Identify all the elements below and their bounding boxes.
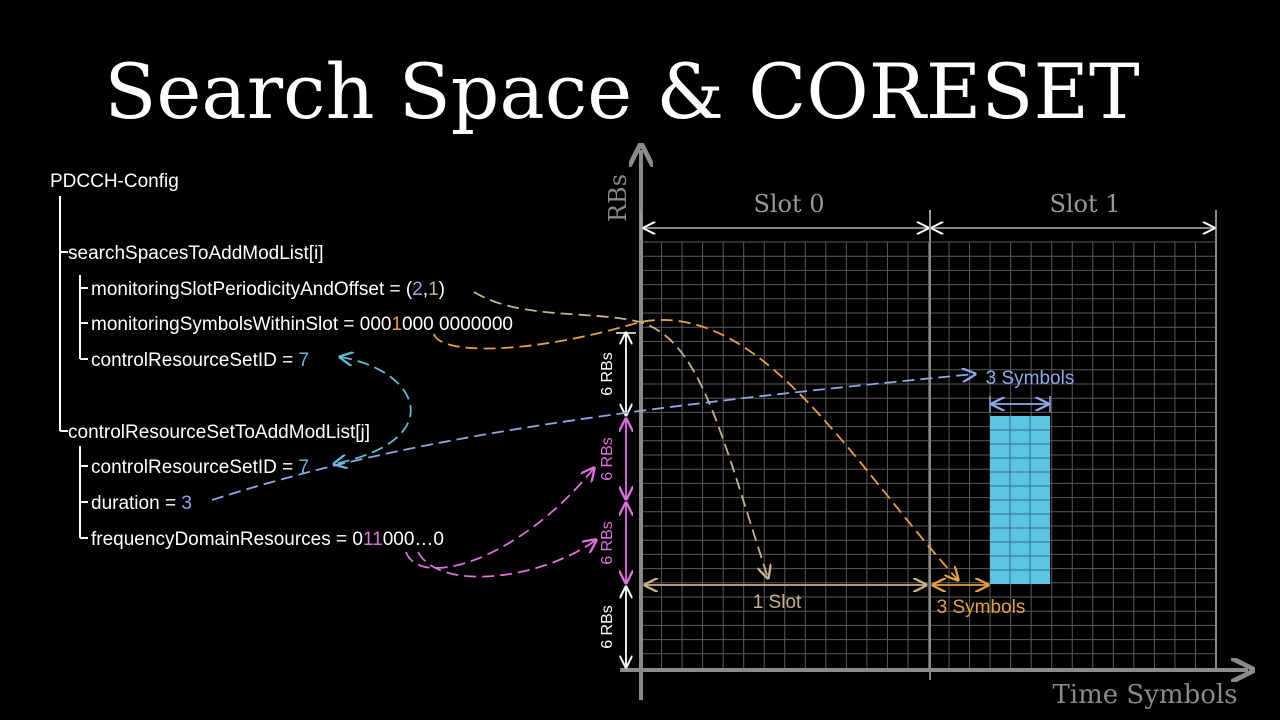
coresets-label: controlResourceSetToAddModList[j]: [68, 422, 370, 443]
monitoring-symbols-line: monitoringSymbolsWithinSlot = 0001000 00…: [91, 314, 513, 335]
x-axis-label: Time Symbols: [1052, 680, 1237, 710]
y-axis-label: RBs: [604, 174, 632, 222]
monitoring-periodicity-line: monitoringSlotPeriodicityAndOffset = (2,…: [91, 279, 445, 300]
resource-grid: RBs Time Symbols: [604, 150, 1248, 710]
config-tree: PDCCH-Config searchSpacesToAddModList[i]…: [50, 171, 513, 550]
rb-label-3: 6 RBs: [599, 521, 616, 565]
three-symbols-top-label: 3 Symbols: [986, 368, 1075, 389]
slot-0-label: Slot 0: [753, 190, 824, 218]
rb-label-4: 6 RBs: [599, 605, 616, 649]
rb-markers: 6 RBs 6 RBs 6 RBs 6 RBs: [599, 333, 636, 667]
three-symbols-bottom-label: 3 Symbols: [937, 597, 1026, 618]
slot-1-label: Slot 1: [1049, 190, 1120, 218]
search-space-coreset-id-line: controlResourceSetID = 7: [91, 350, 309, 371]
pdcch-config-label: PDCCH-Config: [50, 171, 179, 192]
page-title: Search Space & CORESET: [104, 47, 1139, 136]
freq-connector-2: [417, 540, 596, 578]
grid-lines: [641, 241, 1216, 668]
periodicity-connector: [473, 291, 768, 578]
freq-connector-1: [405, 468, 594, 569]
coreset-id-line: controlResourceSetID = 7: [91, 457, 309, 478]
connector-curves: [211, 291, 975, 580]
duration-connector: [211, 374, 975, 501]
one-slot-label: 1 Slot: [753, 592, 802, 613]
search-spaces-label: searchSpacesToAddModList[i]: [68, 243, 324, 264]
rb-label-1: 6 RBs: [599, 352, 616, 396]
bottom-markers: 1 Slot 3 Symbols 3 Symbols: [645, 368, 1074, 618]
duration-line: duration = 3: [91, 493, 192, 514]
slot-headers: Slot 0 Slot 1: [640, 190, 1214, 240]
coreset-id-connector: [334, 357, 412, 464]
coreset-cells: [990, 416, 1050, 584]
symbols-connector: [433, 319, 958, 580]
coreset-block: [989, 396, 1051, 584]
tree-lines: [59, 196, 88, 539]
frequency-domain-line: frequencyDomainResources = 011000…0: [91, 529, 444, 550]
rb-label-2: 6 RBs: [599, 437, 616, 481]
